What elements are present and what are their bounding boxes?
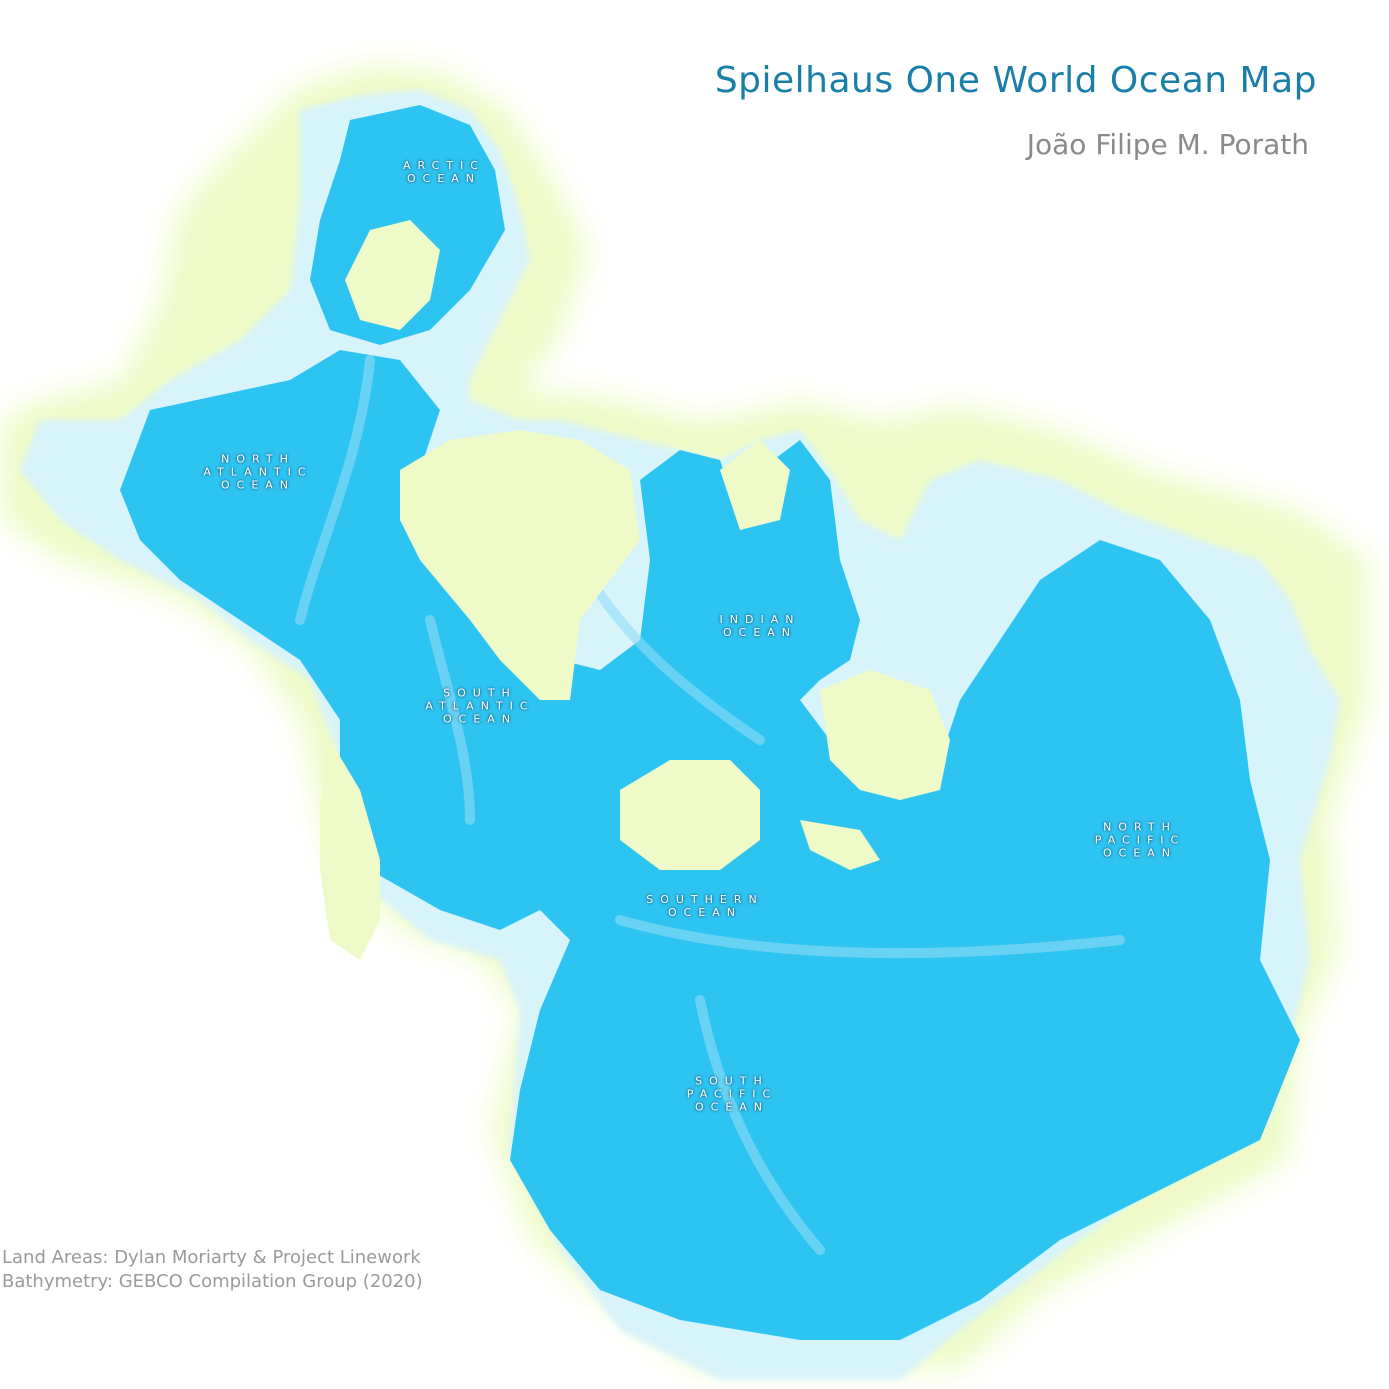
map-credits: Land Areas: Dylan Moriarty & Project Lin… (2, 1246, 423, 1294)
label-arctic-ocean: ARCTIC OCEAN (403, 159, 485, 185)
label-southern-ocean: SOUTHERN OCEAN (646, 893, 764, 919)
land-americas-south (320, 740, 380, 960)
land-australia (820, 670, 950, 800)
land-masses (320, 220, 950, 960)
credit-land: Land Areas: Dylan Moriarty & Project Lin… (2, 1247, 421, 1268)
label-south-pacific-ocean: SOUTH PACIFIC OCEAN (686, 1074, 778, 1114)
credit-bathymetry: Bathymetry: GEBCO Compilation Group (202… (2, 1271, 423, 1292)
map-title: Spielhaus One World Ocean Map (714, 60, 1317, 101)
land-greenland (345, 220, 440, 330)
label-indian-ocean: INDIAN OCEAN (719, 613, 801, 639)
map-author: João Filipe M. Porath (1026, 128, 1309, 161)
label-north-pacific-ocean: NORTH PACIFIC OCEAN (1094, 820, 1186, 860)
land-new-zealand (800, 820, 880, 870)
land-india (720, 440, 790, 530)
ocean-ridges (295, 355, 1125, 1255)
label-north-atlantic-ocean: NORTH ATLANTIC OCEAN (203, 452, 313, 492)
label-south-atlantic-ocean: SOUTH ATLANTIC OCEAN (425, 686, 535, 726)
land-antarctica (620, 760, 760, 870)
land-africa-eurasia (400, 430, 640, 700)
